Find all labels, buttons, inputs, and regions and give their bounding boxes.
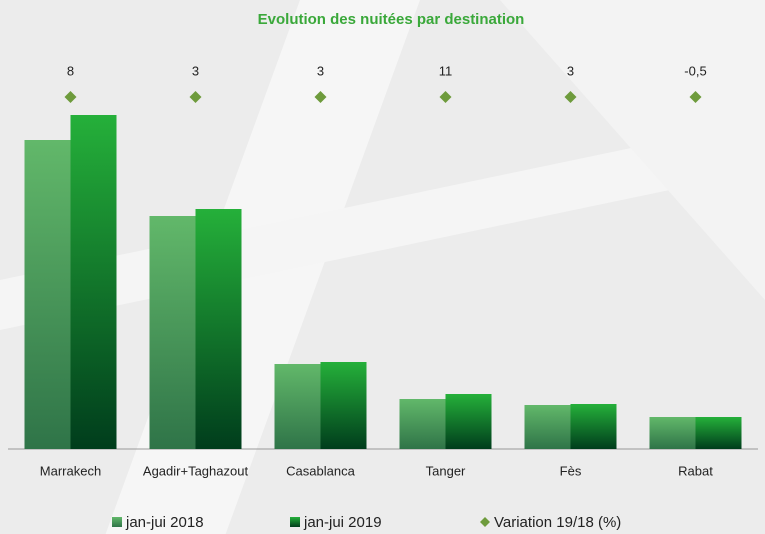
bar (695, 417, 742, 449)
marker (64, 91, 77, 103)
bar (399, 399, 446, 449)
marker (314, 91, 327, 103)
chart-title: Evolution des nuitées par destination (258, 11, 525, 28)
marker (189, 91, 202, 103)
value-label: 8 (67, 63, 74, 78)
legend-label: Variation 19/18 (%) (494, 514, 621, 531)
marker (689, 91, 702, 103)
bar (570, 404, 617, 449)
value-label: 11 (439, 63, 453, 78)
bar (524, 405, 571, 449)
x-tick-label: Casablanca (286, 463, 355, 478)
value-label: -0,5 (684, 63, 706, 78)
x-tick-label: Agadir+Taghazout (143, 463, 249, 478)
legend-label: jan-jui 2018 (125, 514, 204, 531)
marker (564, 91, 577, 103)
marker (439, 91, 452, 103)
legend-label: jan-jui 2019 (303, 514, 382, 531)
bar (274, 364, 321, 449)
bar (195, 209, 242, 449)
x-tick-label: Rabat (678, 463, 713, 478)
x-tick-label: Fès (560, 463, 582, 478)
x-tick-label: Marrakech (40, 463, 101, 478)
bar (649, 417, 696, 449)
value-label: 3 (567, 63, 574, 78)
value-label: 3 (192, 63, 199, 78)
legend-swatch (480, 517, 490, 527)
legend-swatch (290, 517, 300, 527)
bar (320, 362, 367, 449)
bar (445, 394, 492, 449)
bar (149, 216, 196, 449)
bar (70, 115, 117, 449)
bg-shape (500, 0, 765, 300)
bar (24, 140, 71, 449)
x-tick-label: Tanger (426, 463, 466, 478)
value-label: 3 (317, 63, 324, 78)
legend-swatch (112, 517, 122, 527)
